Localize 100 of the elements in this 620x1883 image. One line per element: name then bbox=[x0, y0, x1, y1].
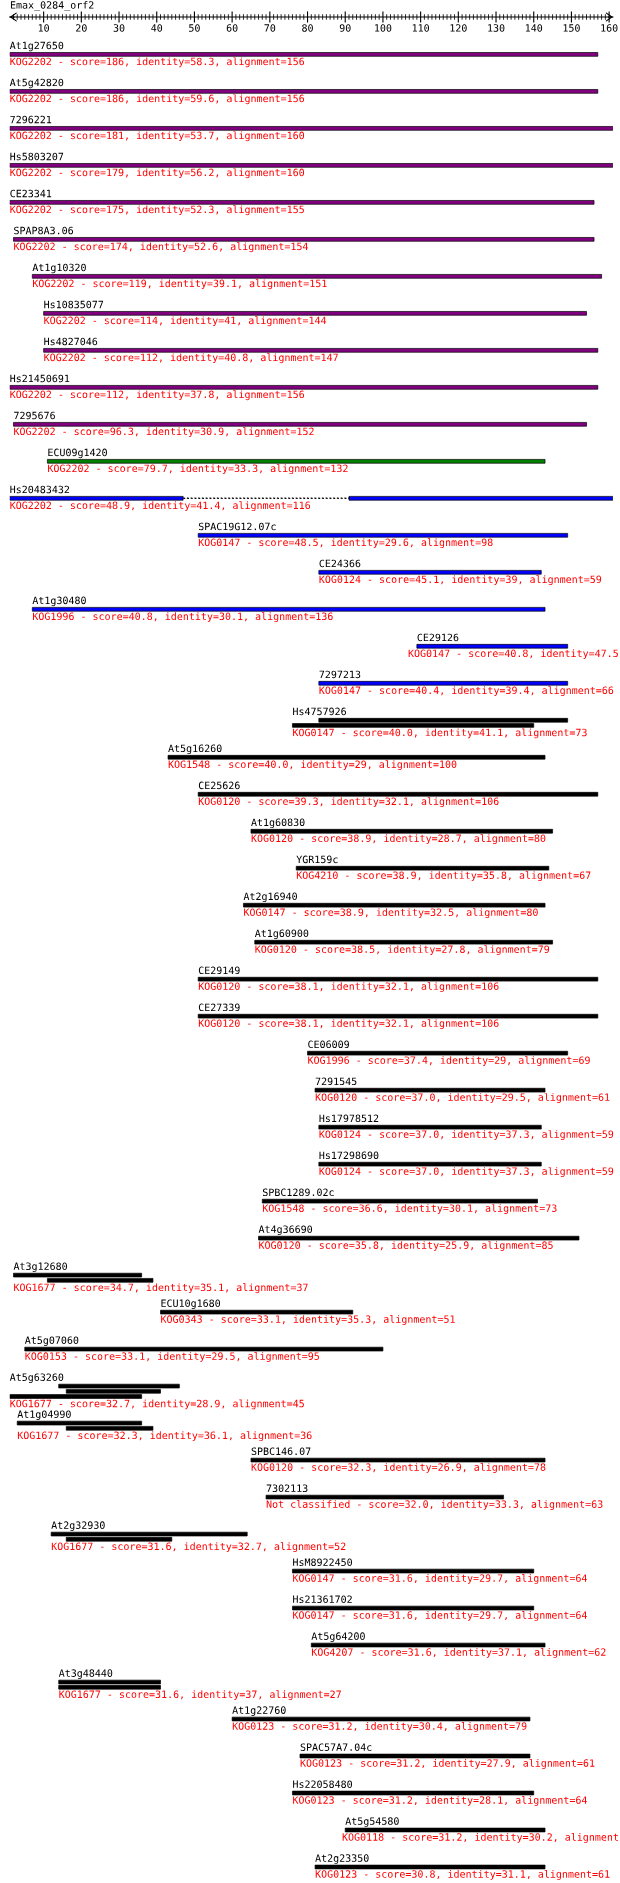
x-tick-label: 130 bbox=[488, 24, 505, 32]
bar bbox=[31, 274, 602, 279]
y-tick-label: CE27339 bbox=[198, 1003, 240, 1012]
data-label: KOG0147 - score=40.0, identity=41.1, alignment=73 bbox=[293, 728, 587, 739]
bar bbox=[258, 1235, 580, 1241]
y-tick-label: At5g54580 bbox=[345, 1817, 399, 1827]
y-tick-label: SPBC146.07 bbox=[251, 1447, 311, 1456]
data-label: KOG1677 - score=34.7, identity=35.1, alignment=37 bbox=[14, 1283, 308, 1294]
bar bbox=[292, 1790, 535, 1796]
x-tick-label: 70 bbox=[264, 24, 276, 32]
y-tick-label: At1g04990 bbox=[17, 1410, 71, 1420]
bar bbox=[13, 422, 587, 427]
bar bbox=[13, 237, 595, 242]
bar bbox=[250, 828, 553, 834]
bar bbox=[307, 1050, 569, 1056]
y-tick-label: 7302113 bbox=[266, 1484, 308, 1493]
data-label: KOG2202 - score=79.7, identity=33.3, alignment=132 bbox=[48, 464, 348, 475]
y-tick-label: At1g22760 bbox=[232, 1706, 286, 1716]
data-label: KOG2202 - score=175, identity=52.3, alignment=155 bbox=[10, 205, 304, 216]
data-label: KOG0120 - score=38.9, identity=28.7, alignment=80 bbox=[251, 834, 546, 845]
data-label: KOG0120 - score=32.3, identity=26.9, alignment=78 bbox=[251, 1463, 546, 1473]
data-label: KOG0147 - score=40.8, identity=47.5 bbox=[408, 649, 618, 660]
bar bbox=[197, 976, 599, 982]
data-label: KOG0124 - score=37.0, identity=37.3, alignment=59 bbox=[319, 1130, 614, 1140]
y-tick-label: At5g64200 bbox=[311, 1632, 365, 1642]
data-label: KOG1548 - score=40.0, identity=29, alignment=100 bbox=[168, 760, 457, 771]
x-tick-label: 150 bbox=[563, 24, 580, 32]
y-tick-label: CE25626 bbox=[198, 781, 240, 790]
bar bbox=[24, 1346, 384, 1352]
x-tick-label: 100 bbox=[375, 24, 392, 32]
data-label: KOG2202 - score=186, identity=58.3, alignment=156 bbox=[10, 57, 305, 68]
y-tick-label: Hs5803207 bbox=[10, 152, 64, 161]
data-label: KOG2202 - score=112, identity=40.8, alignment=147 bbox=[44, 353, 338, 364]
bar bbox=[292, 1568, 535, 1574]
y-tick-label: ECU10g1680 bbox=[161, 1299, 221, 1309]
data-label: KOG2202 - score=48.9, identity=41.4, alignment=116 bbox=[10, 501, 311, 512]
y-tick-label: At5g63260 bbox=[9, 1373, 64, 1383]
x-tick-label: 80 bbox=[302, 24, 313, 32]
x-tick-label: 160 bbox=[601, 24, 618, 32]
data-label: KOG0118 - score=31.2, identity=30.2, alignment bbox=[342, 1833, 618, 1843]
data-label: KOG2202 - score=179, identity=56.2, alignment=160 bbox=[10, 168, 305, 179]
y-tick-label: YGR159c bbox=[296, 855, 338, 864]
y-tick-label: 7291545 bbox=[315, 1077, 357, 1086]
x-tick-label: 20 bbox=[76, 24, 87, 32]
y-tick-label: 7296221 bbox=[10, 115, 52, 124]
bar bbox=[197, 1013, 599, 1019]
bar bbox=[261, 1198, 538, 1204]
bar bbox=[47, 459, 546, 464]
x-tick-label: 110 bbox=[412, 24, 430, 32]
data-label: KOG0123 - score=30.8, identity=31.1, alignment=61 bbox=[315, 1870, 610, 1880]
data-label: KOG2202 - score=112, identity=37.8, alignment=156 bbox=[10, 390, 305, 401]
bar bbox=[160, 1309, 354, 1315]
data-label: KOG0120 - score=38.5, identity=27.8, alignment=79 bbox=[255, 945, 550, 955]
data-label: KOG1996 - score=37.4, identity=29, alignment=69 bbox=[308, 1056, 590, 1066]
y-tick-label: Hs20483432 bbox=[10, 485, 70, 494]
bar bbox=[318, 570, 542, 575]
y-tick-label: SPAP8A3.06 bbox=[14, 226, 74, 235]
bar bbox=[43, 348, 599, 353]
x-tick-label: 40 bbox=[151, 24, 163, 32]
bar bbox=[9, 200, 595, 205]
data-label: KOG0120 - score=37.0, identity=29.5, alignment=61 bbox=[315, 1093, 610, 1103]
bar bbox=[9, 52, 599, 57]
y-tick-label: CE24366 bbox=[319, 559, 361, 568]
bar bbox=[231, 1716, 531, 1722]
data-label: KOG1677 - score=32.3, identity=36.1, alignment=36 bbox=[17, 1431, 312, 1442]
y-tick-label: Hs22058480 bbox=[293, 1780, 353, 1788]
chart-title: Emax_0284_orf2 bbox=[10, 1, 94, 11]
bar bbox=[9, 126, 613, 131]
bar bbox=[254, 939, 553, 945]
data-label: KOG0123 - score=31.2, identity=30.4, alignment=79 bbox=[232, 1722, 527, 1732]
y-tick-label: HsM8922450 bbox=[293, 1558, 353, 1566]
y-tick-label: At1g60830 bbox=[251, 818, 305, 829]
x-tick-label: 60 bbox=[226, 24, 238, 32]
data-label: KOG0120 - score=38.1, identity=32.1, alignment=106 bbox=[198, 1019, 499, 1029]
data-label: KOG0120 - score=38.1, identity=32.1, alignment=106 bbox=[198, 982, 499, 992]
bar bbox=[243, 902, 546, 908]
y-tick-label: 7297213 bbox=[319, 670, 361, 679]
data-label: KOG4207 - score=31.6, identity=37.1, alignment=62 bbox=[311, 1648, 606, 1658]
y-tick-label: At1g30480 bbox=[32, 596, 86, 607]
bar bbox=[9, 89, 599, 94]
data-label: KOG0123 - score=31.2, identity=28.1, alignment=64 bbox=[293, 1796, 587, 1806]
data-label: KOG1548 - score=36.6, identity=30.1, alignment=73 bbox=[262, 1204, 557, 1214]
y-tick-label: At2g23350 bbox=[315, 1854, 369, 1864]
bar bbox=[31, 607, 546, 612]
data-label: KOG2202 - score=96.3, identity=30.9, alignment=152 bbox=[14, 427, 314, 438]
y-tick-label: At5g42820 bbox=[9, 78, 64, 89]
y-tick-label: CE06009 bbox=[308, 1040, 349, 1049]
data-label: KOG2202 - score=119, identity=39.1, alignment=151 bbox=[32, 279, 327, 290]
data-label: KOG2202 - score=114, identity=41, alignment=144 bbox=[44, 316, 327, 327]
bar bbox=[314, 1087, 546, 1093]
x-tick-label: 140 bbox=[525, 24, 543, 32]
y-tick-label: At4g36690 bbox=[258, 1225, 313, 1235]
bar bbox=[295, 865, 550, 871]
y-tick-label: At5g07060 bbox=[24, 1336, 79, 1346]
data-label: KOG0153 - score=33.1, identity=29.5, alignment=95 bbox=[25, 1352, 319, 1362]
y-tick-label: CE23341 bbox=[10, 189, 52, 198]
bar bbox=[416, 644, 569, 649]
y-tick-label: CE29126 bbox=[417, 633, 459, 642]
bar bbox=[292, 1605, 535, 1611]
y-tick-label: Hs21361702 bbox=[293, 1595, 352, 1603]
